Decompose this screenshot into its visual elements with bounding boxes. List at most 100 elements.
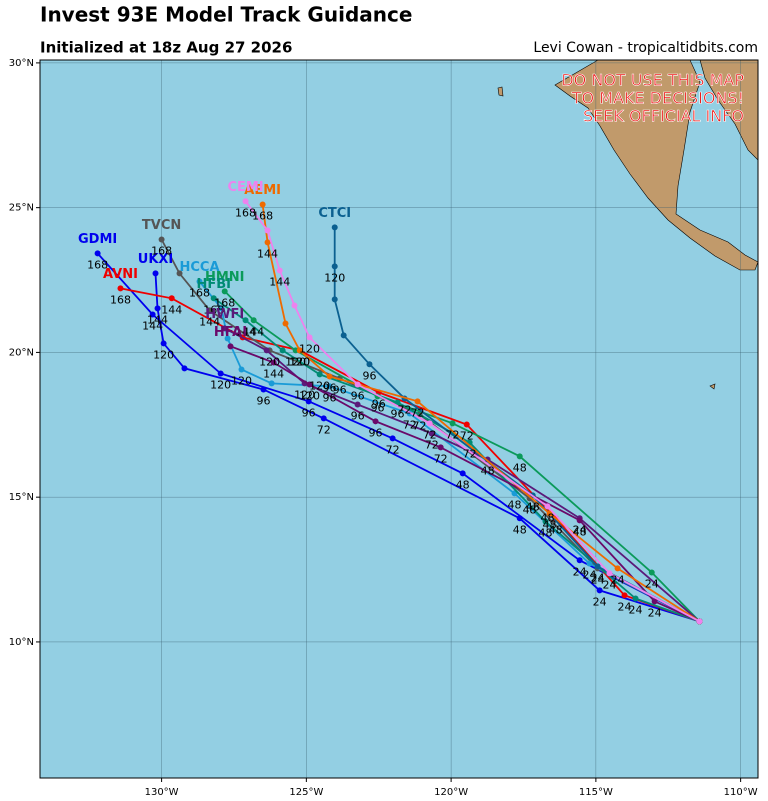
forecast-hour: 144 [142,319,163,332]
track-point [181,365,188,372]
model-name: AVNI [103,267,138,282]
forecast-hour: 24 [583,568,597,581]
model-name: GDMI [78,232,117,247]
forecast-hour: 48 [523,503,537,516]
forecast-hour: 168 [189,286,210,299]
forecast-hour: 96 [351,390,365,403]
track-point [621,592,628,599]
forecast-hour: 120 [309,379,330,392]
track-point [586,560,593,567]
track-point [354,381,361,388]
island [709,383,716,390]
track-point [168,295,175,302]
track-point [279,347,286,354]
track-point [594,563,601,570]
track-point [544,503,551,510]
x-tick-label: 120°W [434,787,468,798]
y-tick-label: 20°N [9,347,34,358]
forecast-hour: 120 [231,374,252,387]
track-point [158,236,165,243]
forecast-hour: 168 [235,206,256,219]
track-point [259,201,266,208]
model-name: HFAI [214,325,247,340]
track-point [459,470,466,477]
forecast-hour: 48 [481,465,495,478]
x-tick-label: 125°W [289,787,323,798]
track-point [463,421,470,428]
track-point [210,295,217,302]
forecast-hour: 48 [508,498,522,511]
model-name: HWFI [205,307,244,322]
forecast-hour: 96 [257,394,271,407]
track-point [306,334,313,341]
forecast-hour: 96 [391,407,405,420]
forecast-hour: 120 [299,390,320,403]
forecast-hour: 24 [591,573,605,586]
forecast-hour: 72 [386,443,400,456]
forecast-hour: 24 [648,606,662,619]
forecast-hour: 48 [526,500,540,513]
forecast-hour: 72 [398,403,412,416]
forecast-hour: 144 [257,247,278,260]
track-line [230,345,700,623]
forecast-hour: 96 [351,410,365,423]
track-point [394,399,401,406]
model-name: CTCI [318,206,351,221]
x-tick-label: 130°W [145,787,179,798]
y-tick-label: 30°N [9,58,34,69]
land [497,59,759,390]
forecast-hour: 168 [151,245,172,258]
forecast-hour: 48 [538,526,552,539]
forecast-hour: 96 [372,397,386,410]
track-point [437,444,444,451]
model-name: TVCN [142,218,181,233]
forecast-hour: 72 [446,428,460,441]
forecast-hour: 120 [259,355,280,368]
track-point [414,398,421,405]
track-point [331,263,338,270]
warning: TO MAKE DECISIONS! [571,89,744,108]
track-point [264,239,271,246]
track-point [160,340,167,347]
forecast-hour: 96 [323,391,337,404]
x-tick-label: 115°W [579,787,613,798]
track-line [244,200,700,623]
track-point [320,415,327,422]
track-point [542,518,549,525]
track-point [242,198,249,205]
chart-title: Invest 93E Model Track Guidance [40,3,412,27]
forecast-hour: 168 [203,303,224,316]
track-point [516,453,523,460]
forecast-hour: 72 [460,430,474,443]
forecast-hour: 168 [87,258,108,271]
forecast-hour: 24 [591,571,605,584]
track-point [250,317,257,324]
track-point [389,435,396,442]
track-line [96,252,700,623]
forecast-hour: 72 [317,423,331,436]
forecast-hour: 120 [289,355,310,368]
forecast-hour: 24 [629,604,643,617]
forecast-hour: 24 [618,600,632,613]
forecast-hour: 24 [602,578,616,591]
track-point [270,359,277,366]
forecast-hour: 24 [573,565,587,578]
forecast-hour: 48 [543,518,557,531]
track-point [648,569,655,576]
y-tick-label: 25°N [9,203,34,214]
model-name: CEMI [227,180,263,195]
forecast-hour: 96 [323,381,337,394]
track-point [326,383,333,390]
credit: Levi Cowan - tropicaltidbits.com [533,40,758,56]
forecast-hour: 24 [645,577,659,590]
forecast-hour: 72 [423,428,437,441]
track-point [154,305,161,312]
forecast-hour: 168 [214,296,235,309]
warning: SEEK OFFICIAL INFO [583,107,744,126]
forecast-hour: 144 [147,313,168,326]
forecast-hour: 144 [235,325,256,338]
forecast-hour: 72 [463,447,477,460]
forecast-hour: 48 [513,461,527,474]
track-point [238,366,245,373]
forecast-hour: 120 [285,355,306,368]
